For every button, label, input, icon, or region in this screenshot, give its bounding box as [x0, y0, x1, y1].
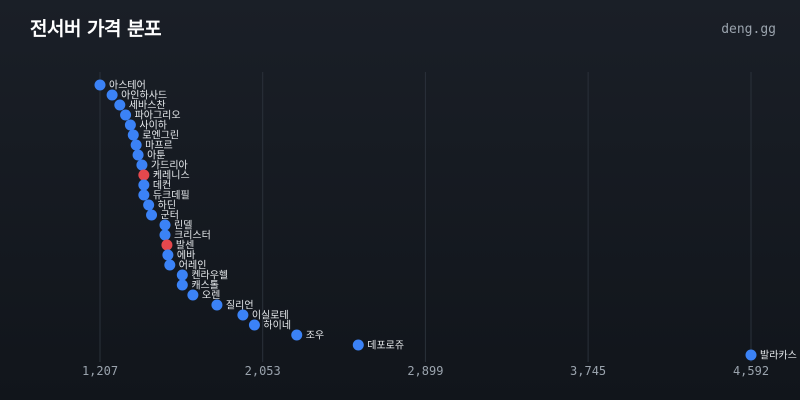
data-point[interactable]	[114, 99, 126, 111]
point-label: 듀크데필	[153, 190, 190, 202]
point-label: 발라카스	[760, 350, 797, 362]
point-label: 아툰	[147, 150, 165, 162]
point-label: 어레인	[179, 260, 207, 272]
x-tick-label: 1,207	[82, 364, 118, 378]
data-point[interactable]	[138, 189, 150, 201]
x-tick-label: 2,899	[407, 364, 443, 378]
data-point[interactable]	[120, 109, 132, 121]
data-point[interactable]	[164, 259, 176, 271]
point-label: 사이하	[139, 119, 167, 132]
point-labels: 아스테어아인하사드세바스찬파아그리오사이하로엔그린마프르아툰가드리아케레니스데컨…	[109, 80, 797, 362]
grid-lines	[99, 72, 752, 362]
point-label: 가드리아	[151, 160, 188, 172]
point-label: 로엔그린	[142, 130, 179, 142]
data-point[interactable]	[291, 329, 303, 341]
data-point[interactable]	[94, 79, 106, 91]
point-label: 데포로쥬	[367, 340, 404, 352]
point-label: 파아그리오	[135, 110, 181, 122]
x-tick-label: 3,745	[570, 364, 606, 378]
data-point[interactable]	[124, 119, 136, 131]
point-label: 에바	[177, 250, 195, 262]
data-point[interactable]	[237, 309, 249, 321]
data-point[interactable]	[187, 289, 199, 301]
data-point[interactable]	[106, 89, 118, 101]
point-label: 하딘	[158, 199, 176, 212]
point-label: 켄라우헬	[191, 270, 228, 282]
data-point[interactable]	[138, 169, 150, 181]
data-point[interactable]	[143, 199, 155, 211]
data-point[interactable]	[146, 209, 158, 221]
data-point[interactable]	[161, 239, 173, 251]
x-tick-label: 4,592	[733, 364, 769, 378]
data-point[interactable]	[162, 249, 174, 261]
point-label: 데컨	[153, 180, 171, 192]
point-label: 군터	[161, 210, 179, 222]
point-label: 질리언	[226, 300, 254, 312]
data-points	[94, 79, 757, 361]
point-label: 아스테어	[109, 80, 146, 92]
point-label: 캐스톨	[191, 280, 219, 292]
data-point[interactable]	[130, 139, 142, 151]
point-label: 크리스터	[174, 230, 211, 242]
data-point[interactable]	[138, 179, 150, 191]
data-point[interactable]	[159, 229, 171, 241]
point-label: 린델	[174, 220, 192, 232]
x-tick-label: 2,053	[245, 364, 281, 378]
data-point[interactable]	[132, 149, 144, 161]
point-label: 조우	[306, 330, 324, 342]
x-axis-ticks: 1,207 2,053 2,899 3,745 4,592	[82, 364, 769, 378]
point-label: 아인하사드	[121, 89, 167, 102]
data-point[interactable]	[352, 339, 364, 351]
point-label: 마프르	[145, 140, 173, 152]
point-label: 오렌	[202, 290, 220, 302]
data-point[interactable]	[745, 349, 757, 361]
brand-label: deng.gg	[721, 22, 776, 37]
point-label: 하이네	[263, 319, 291, 332]
data-point[interactable]	[159, 219, 171, 231]
data-point[interactable]	[127, 129, 139, 141]
page-title: 전서버 가격 분포	[30, 18, 162, 40]
point-label: 이실로테	[252, 310, 289, 322]
data-point[interactable]	[176, 279, 188, 291]
data-point[interactable]	[176, 269, 188, 281]
point-label: 세바스찬	[129, 100, 166, 112]
point-label: 케레니스	[153, 170, 190, 182]
data-point[interactable]	[211, 299, 223, 311]
data-point[interactable]	[136, 159, 148, 171]
data-point[interactable]	[248, 319, 260, 331]
point-label: 발센	[176, 240, 194, 252]
